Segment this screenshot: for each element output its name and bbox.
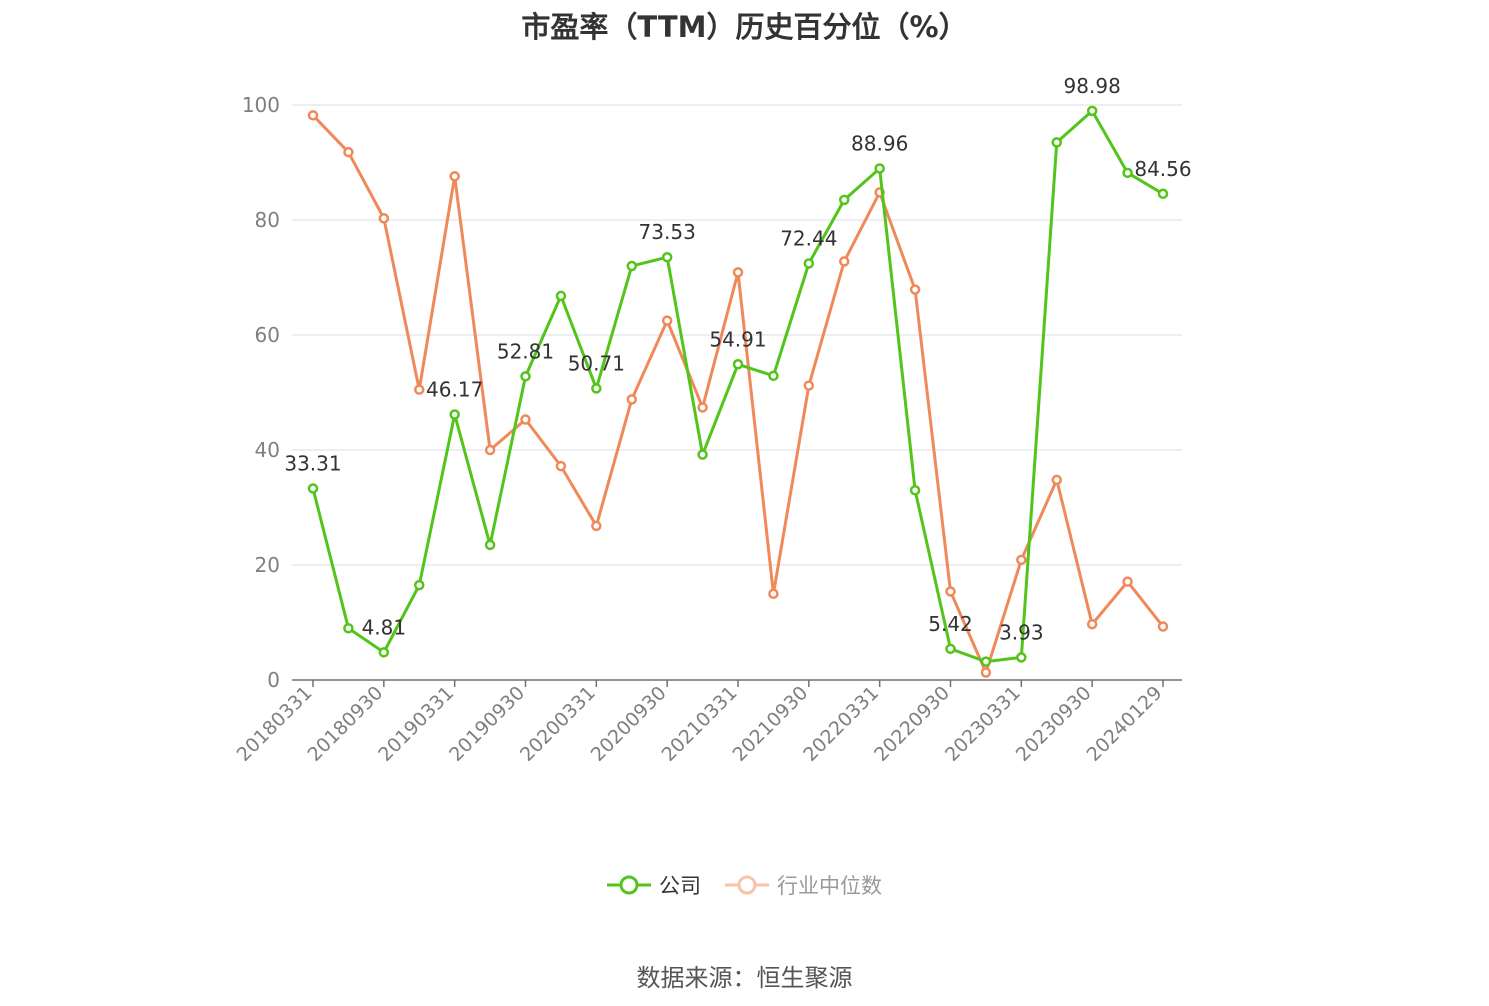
series-0-point <box>945 643 956 655</box>
data-label: 88.96 <box>851 131 908 155</box>
series-0-point <box>449 409 460 420</box>
series-1-point <box>980 667 992 678</box>
y-tick-label: 40 <box>255 438 280 462</box>
series-1-point <box>449 171 460 182</box>
series-1-point <box>520 414 531 425</box>
grid-lines <box>292 104 1182 566</box>
y-tick-label: 80 <box>255 208 280 232</box>
series-0-point <box>307 483 319 494</box>
data-label: 98.98 <box>1064 74 1121 98</box>
axes: 0 20 40 60 80 100 2018033120180930201903312019… <box>233 93 1182 766</box>
series-1-point <box>909 284 921 295</box>
series-1-point <box>661 315 673 326</box>
series-0-point <box>1122 167 1133 179</box>
series-0-point <box>555 290 567 302</box>
series-1-point <box>307 110 319 121</box>
line-chart: 0 20 40 60 80 100 2018033120180930201903312019… <box>233 74 1192 766</box>
x-tick-label: 20180930 <box>303 682 387 766</box>
x-tick-label: 20210930 <box>728 682 812 766</box>
x-tick-label: 20230331 <box>941 682 1025 766</box>
series-0-point <box>697 449 708 460</box>
data-label: 52.81 <box>497 339 554 363</box>
y-tick-label: 60 <box>255 323 280 347</box>
series-0-point <box>1051 137 1062 148</box>
series-0-point <box>732 359 744 370</box>
series-0-point <box>980 656 992 667</box>
legend-item-industry[interactable]: 行业中位数 <box>725 870 882 900</box>
series-1-point <box>626 394 637 405</box>
x-tick-label: 20200930 <box>587 682 671 766</box>
series-0-point <box>626 260 637 272</box>
legend-company-label: 公司 <box>659 874 701 898</box>
data-label: 33.31 <box>284 451 341 475</box>
series-1-point <box>414 384 425 395</box>
series-0-point <box>1157 188 1169 200</box>
series-0-point <box>343 623 354 634</box>
series-1-point <box>768 588 779 599</box>
data-label: 72.44 <box>780 226 837 250</box>
series-1-point <box>732 267 744 278</box>
data-label: 73.53 <box>639 220 696 244</box>
x-tick-label: 20220331 <box>799 682 883 766</box>
data-label: 4.81 <box>362 615 407 639</box>
series-0-point <box>520 371 531 382</box>
series-0-point <box>591 383 602 394</box>
x-tick-label: 20210331 <box>658 682 742 766</box>
series-1-point <box>1086 618 1098 630</box>
series-0-point <box>1016 652 1027 663</box>
legend-company-marker-icon <box>607 875 651 895</box>
x-tick-label: 20200331 <box>516 682 600 766</box>
series-1-point <box>697 402 708 413</box>
legend-industry-marker-icon <box>725 875 769 895</box>
x-tick-label: 20220930 <box>870 682 954 766</box>
series-1-point <box>378 213 390 224</box>
y-tick-label: 20 <box>255 553 280 577</box>
series-0-point <box>1086 105 1098 117</box>
series-1-point <box>1122 576 1133 587</box>
series <box>307 105 1169 678</box>
x-tick-label: 20190331 <box>374 682 458 766</box>
data-label: 84.56 <box>1134 157 1191 181</box>
x-tick-label: 20230930 <box>1012 682 1096 766</box>
data-source-note: 数据来源：恒生聚源 <box>636 964 853 992</box>
series-1-point <box>555 460 567 472</box>
y-tick-label: 0 <box>267 668 280 692</box>
y-tick-label: 100 <box>242 93 280 117</box>
series-1-point <box>343 146 354 158</box>
legend: 公司 行业中位数 <box>0 870 1489 900</box>
series-1-point <box>1157 621 1169 632</box>
x-tick-label: 20190930 <box>445 682 529 766</box>
data-label: 50.71 <box>568 351 625 375</box>
data-label: 5.42 <box>928 612 973 636</box>
legend-item-company[interactable]: 公司 <box>607 870 701 900</box>
series-1-point <box>1016 554 1027 566</box>
series-0-point <box>874 163 885 174</box>
series-0-point <box>484 539 496 551</box>
series-0-point <box>378 647 390 658</box>
data-label: 3.93 <box>999 620 1044 644</box>
data-labels: 33.31 4.81 46.17 52.81 50.71 73.53 54.91 72.44 8… <box>284 74 1191 645</box>
series-1-point <box>839 256 850 267</box>
legend-industry-label: 行业中位数 <box>777 874 882 898</box>
series-0-point <box>909 485 921 496</box>
chart-title: 市盈率（TTM）历史百分位（%） <box>521 10 968 44</box>
series-1-point <box>1051 474 1062 486</box>
data-label: 54.91 <box>709 327 766 351</box>
series-0-point <box>803 258 815 269</box>
x-tick-label: 20240129 <box>1083 682 1167 766</box>
x-tick-label: 20180331 <box>233 682 317 766</box>
series-0-point <box>768 370 779 382</box>
series-1-point <box>803 380 815 391</box>
series-0-point <box>414 579 425 591</box>
data-label: 46.17 <box>426 378 483 402</box>
series-0-point <box>839 194 850 206</box>
series-1-point <box>591 520 602 532</box>
series-1-point <box>484 444 496 456</box>
series-1-point <box>945 586 956 597</box>
series-0-point <box>661 251 673 263</box>
